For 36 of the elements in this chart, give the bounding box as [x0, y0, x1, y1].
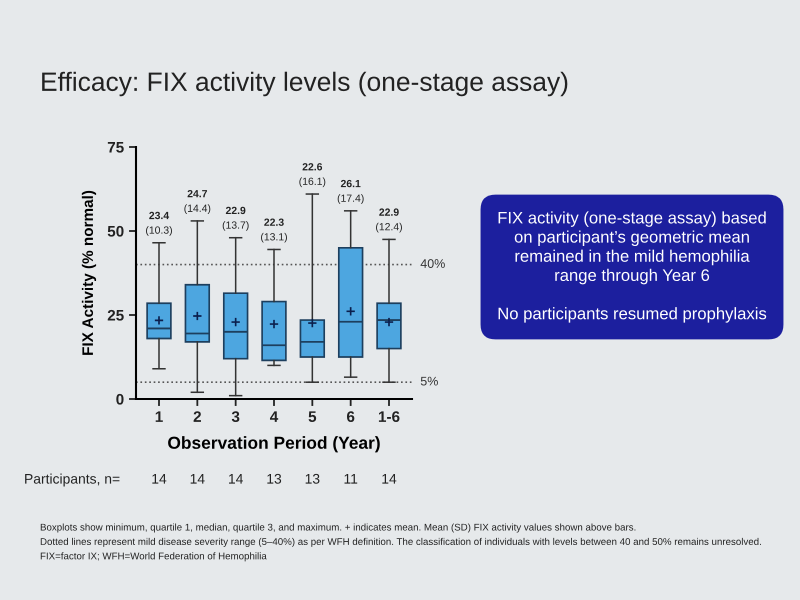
x-tick-label: 5	[308, 411, 316, 422]
y-tick-label: 25	[108, 310, 124, 321]
text: 22.9 (12.4)	[376, 208, 402, 232]
text: 14	[152, 474, 166, 484]
text: Boxplots show minimum, quartile 1, median, quartile 3, and maximum. + indicates mean. Mean (SD) FIX activity values shown above bars.	[40, 523, 636, 533]
text: 22.9 (13.7)	[222, 206, 249, 231]
x-tick-label: 1	[156, 411, 163, 422]
text: 13	[306, 474, 320, 484]
text: 14	[229, 474, 243, 484]
x-axis-title: Observation Period (Year)	[168, 436, 380, 452]
text: Dotted lines represent mild disease severity range (5–40%) as per WFH definition. The classification of individuals with levels between 40 and 50% remains unresolved.	[40, 538, 761, 547]
x-tick-label: 6	[346, 411, 354, 422]
text: 24.7 (14.4)	[184, 190, 210, 214]
text: 23.4 (10.3)	[146, 212, 172, 236]
y-tick-label: 50	[108, 226, 124, 237]
text: FIX=factor IX; WFH=World Federation of Hemophilia	[40, 552, 267, 562]
text: No participants resumed prophylaxis	[498, 307, 766, 323]
text: 11	[344, 474, 358, 484]
chart-title: Efficacy: FIX activity levels (one-stage assay)	[42, 72, 568, 96]
text: 22.3 (13.1)	[261, 218, 287, 243]
ref-line-label: 40%	[420, 259, 445, 268]
y-tick-label: 0	[116, 394, 124, 405]
x-tick-label: 4	[270, 411, 278, 422]
text: 13	[267, 474, 282, 484]
text: 22.6 (16.1)	[299, 163, 326, 188]
ref-line-label: 5%	[420, 376, 438, 386]
x-tick-label: 1-6	[378, 411, 400, 422]
y-tick-label: 75	[108, 142, 124, 153]
text: 14	[382, 474, 396, 484]
x-tick-label: 2	[194, 411, 201, 422]
text: 26.1 (17.4)	[338, 180, 364, 204]
y-axis-title: FIX Activity (% normal)	[82, 190, 96, 355]
text: 14	[190, 474, 205, 484]
x-tick-label: 3	[232, 411, 240, 422]
text: FIX activity (one-stage assay) based on participant’s geometric mean remained in the mild hemophilia range through Year 6	[498, 211, 766, 284]
text: Participants, n=	[25, 474, 120, 486]
